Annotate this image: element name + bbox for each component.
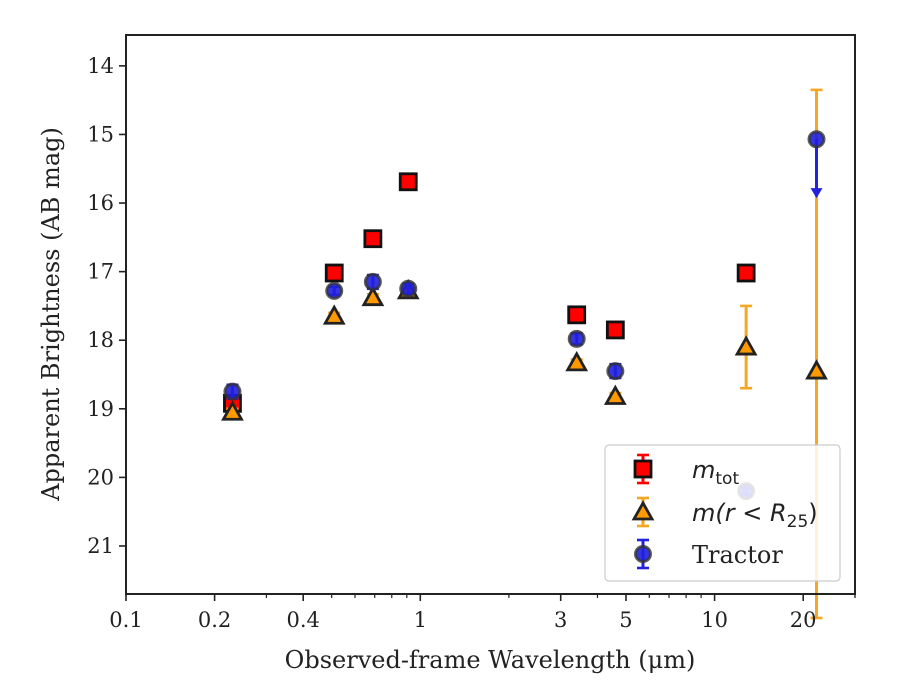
legend-symbol-tractor — [634, 545, 652, 563]
marker-tractor — [363, 272, 382, 291]
upper-limit-arrow — [810, 188, 823, 199]
marker-mtot — [567, 305, 587, 325]
plot-frame — [125, 34, 856, 595]
y-tick-label: 20 — [87, 465, 114, 489]
marker-mr — [805, 359, 828, 380]
point-mr — [322, 304, 346, 325]
y-tick-label: 19 — [87, 397, 114, 421]
series-mtot — [223, 172, 756, 413]
marker-tractor — [223, 382, 242, 401]
point-mr — [734, 304, 758, 390]
legend-label-mr-pre: m(r < R — [692, 499, 787, 527]
legend-label-mr-sub: 25 — [787, 512, 809, 532]
marker-mr — [734, 335, 758, 356]
marker-mr — [361, 285, 385, 307]
y-tick-label: 14 — [87, 54, 114, 78]
x-tick-label: 1 — [414, 608, 427, 632]
x-axis-label: Observed-frame Wavelength (μm) — [285, 646, 696, 674]
legend: mtot m(r < R25) Tractor — [604, 444, 841, 582]
legend-entry-tractor: Tractor — [634, 538, 783, 570]
marker-tractor — [606, 362, 625, 381]
marker-tractor — [325, 281, 344, 300]
point-tractor — [223, 382, 242, 401]
marker-mtot — [363, 229, 383, 249]
point-tractor — [807, 130, 826, 199]
x-axis: 0.1 0.2 0.4 1 3 5 10 20 — [109, 594, 856, 632]
y-tick-label: 15 — [87, 122, 114, 146]
x-tick-label: 0.4 — [286, 608, 319, 632]
point-tractor — [567, 329, 586, 348]
marker-mtot — [736, 263, 756, 283]
marker-tractor — [567, 329, 586, 348]
marker-mtot — [398, 172, 418, 192]
x-tick-label: 3 — [554, 608, 567, 632]
legend-symbol-mr — [631, 500, 655, 521]
point-mtot — [324, 263, 344, 283]
point-tractor — [606, 362, 625, 381]
point-mr — [361, 285, 385, 307]
point-mtot — [736, 263, 756, 283]
point-tractor — [399, 279, 418, 298]
y-tick-label: 18 — [87, 328, 114, 352]
legend-frame — [604, 444, 841, 582]
legend-marker-tractor — [634, 538, 652, 570]
legend-label-mr-post: ) — [808, 499, 817, 527]
y-tick-label: 16 — [87, 191, 114, 215]
x-tick-label: 0.2 — [198, 608, 231, 632]
marker-tractor — [399, 279, 418, 298]
x-tick-label: 10 — [701, 608, 728, 632]
point-mr — [603, 384, 627, 405]
legend-marker-mr — [631, 496, 655, 528]
x-tick-label: 20 — [790, 608, 817, 632]
x-tick-label: 5 — [619, 608, 632, 632]
legend-label-tractor: Tractor — [692, 541, 783, 569]
marker-mr — [322, 304, 346, 325]
y-axis: 14 15 16 17 18 19 20 21 — [87, 54, 126, 558]
legend-entry-mtot: mtot — [633, 453, 739, 489]
series-tractor — [223, 130, 826, 501]
point-mr — [221, 400, 244, 421]
legend-entry-mr: m(r < R25) — [631, 496, 818, 532]
point-mr — [565, 350, 589, 372]
point-mtot — [363, 229, 383, 249]
marker-mtot — [324, 263, 344, 283]
legend-label-mtot-sub: tot — [715, 469, 739, 489]
legend-label-mtot: mtot — [692, 456, 739, 489]
marker-mr — [221, 400, 244, 421]
legend-label-mtot-base: m — [692, 456, 715, 484]
legend-symbol-mtot — [633, 459, 653, 479]
legend-marker-mtot — [633, 453, 653, 485]
point-mtot — [605, 320, 625, 340]
marker-tractor — [807, 130, 826, 149]
point-tractor — [325, 281, 344, 300]
marker-mtot — [605, 320, 625, 340]
y-tick-label: 21 — [87, 534, 114, 558]
marker-mr — [603, 384, 627, 405]
legend-label-mr: m(r < R25) — [692, 499, 818, 532]
marker-mr — [565, 350, 589, 372]
y-tick-label: 17 — [87, 260, 114, 284]
point-mtot — [567, 305, 587, 325]
y-axis-label: Apparent Brightness (AB mag) — [37, 127, 65, 502]
point-mtot — [398, 172, 418, 192]
point-tractor — [363, 272, 382, 291]
x-tick-label: 0.1 — [109, 608, 142, 632]
